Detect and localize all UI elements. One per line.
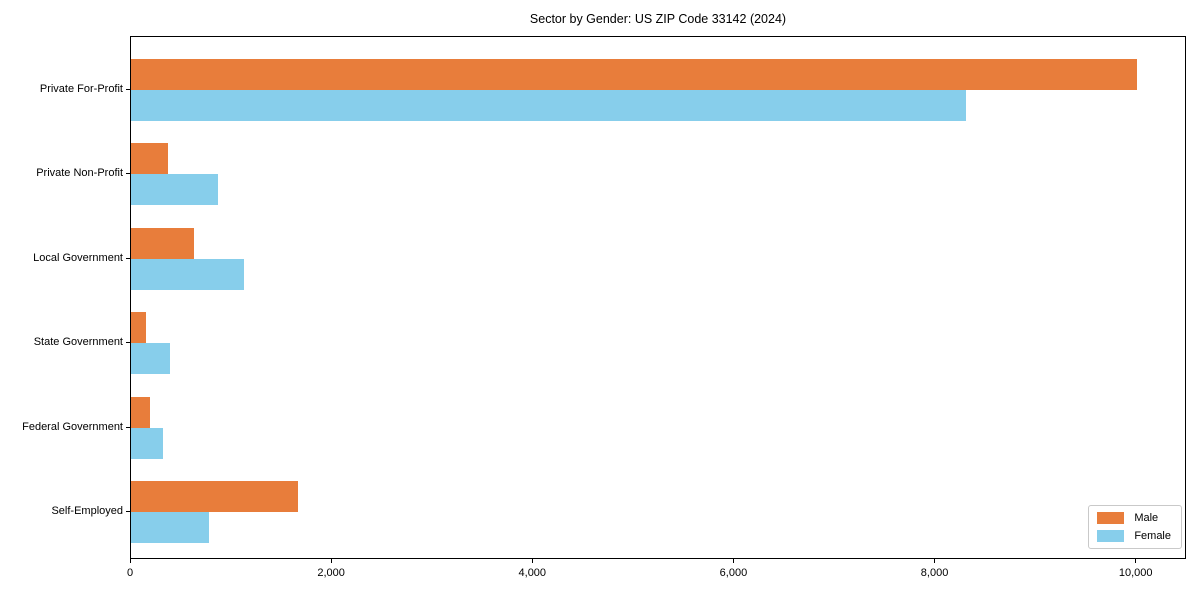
bar-female bbox=[131, 258, 244, 290]
y-axis-label: Local Government bbox=[33, 251, 123, 264]
x-axis-label: 4,000 bbox=[518, 567, 547, 579]
legend-item-female: Female bbox=[1097, 530, 1171, 542]
x-axis-label: 0 bbox=[126, 567, 134, 579]
legend-swatch-female bbox=[1097, 530, 1125, 542]
x-tick bbox=[129, 559, 131, 563]
x-tick bbox=[934, 559, 936, 563]
y-axis-label: Private Non-Profit bbox=[36, 167, 123, 180]
plot-area: Male Female bbox=[130, 36, 1186, 559]
legend-swatch-male bbox=[1097, 512, 1125, 524]
chart-title: Sector by Gender: US ZIP Code 33142 (202… bbox=[529, 12, 787, 26]
legend: Male Female bbox=[1088, 505, 1182, 549]
y-axis-label: Federal Government bbox=[22, 420, 123, 433]
bar-male bbox=[131, 396, 151, 428]
legend-item-male: Male bbox=[1097, 512, 1171, 524]
y-axis-label: Private For-Profit bbox=[39, 83, 123, 95]
legend-label: Female bbox=[1134, 530, 1171, 542]
x-tick bbox=[1135, 559, 1137, 563]
bar-female bbox=[131, 90, 966, 121]
bar-male bbox=[131, 143, 169, 175]
y-axis-label: Self-Employed bbox=[51, 505, 123, 517]
bar-male bbox=[131, 481, 299, 512]
x-axis-label: 2,000 bbox=[317, 567, 345, 579]
x-axis-label: 10,000 bbox=[1118, 567, 1153, 579]
bar-female bbox=[131, 343, 170, 375]
bar-female bbox=[131, 427, 164, 459]
bar-male bbox=[131, 227, 194, 259]
y-axis-label: State Government bbox=[33, 336, 123, 349]
x-tick bbox=[531, 559, 533, 563]
x-axis-label: 8,000 bbox=[920, 567, 949, 579]
x-axis-label: 6,000 bbox=[719, 567, 748, 579]
bar-female bbox=[131, 512, 209, 543]
legend-label: Male bbox=[1134, 512, 1159, 524]
x-tick bbox=[732, 559, 734, 563]
bar-female bbox=[131, 174, 218, 206]
bar-male bbox=[131, 312, 147, 344]
x-tick bbox=[330, 559, 332, 563]
bar-male bbox=[131, 59, 1137, 90]
